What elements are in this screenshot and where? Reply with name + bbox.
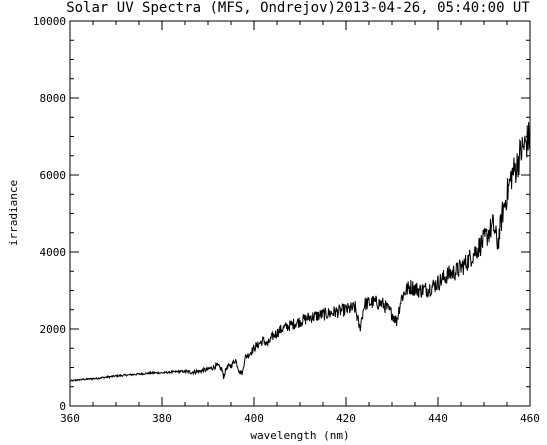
x-tick-label: 440	[428, 412, 448, 425]
y-tick-label: 10000	[33, 15, 66, 28]
y-axis-label: irradiance	[7, 180, 20, 246]
y-tick-label: 4000	[40, 246, 67, 259]
x-tick-label: 420	[336, 412, 356, 425]
series-line	[69, 122, 531, 383]
y-tick-label: 6000	[40, 169, 67, 182]
y-tick-label: 0	[59, 400, 66, 413]
chart-title: Solar UV Spectra (MFS, Ondrejov)2013-04-…	[66, 0, 530, 16]
x-axis-label: wavelength (nm)	[250, 429, 349, 442]
axis-ticks	[69, 20, 531, 407]
y-tick-label: 2000	[40, 323, 67, 336]
x-tick-label: 460	[520, 412, 540, 425]
plot-frame	[69, 20, 531, 407]
x-tick-label: 400	[244, 412, 264, 425]
x-tick-label: 380	[152, 412, 172, 425]
y-tick-label: 8000	[40, 92, 67, 105]
tick-labels: 360 380 400 420 440 460 0 2000 4000 6000 8000 10000	[33, 15, 540, 425]
x-tick-label: 360	[60, 412, 80, 425]
